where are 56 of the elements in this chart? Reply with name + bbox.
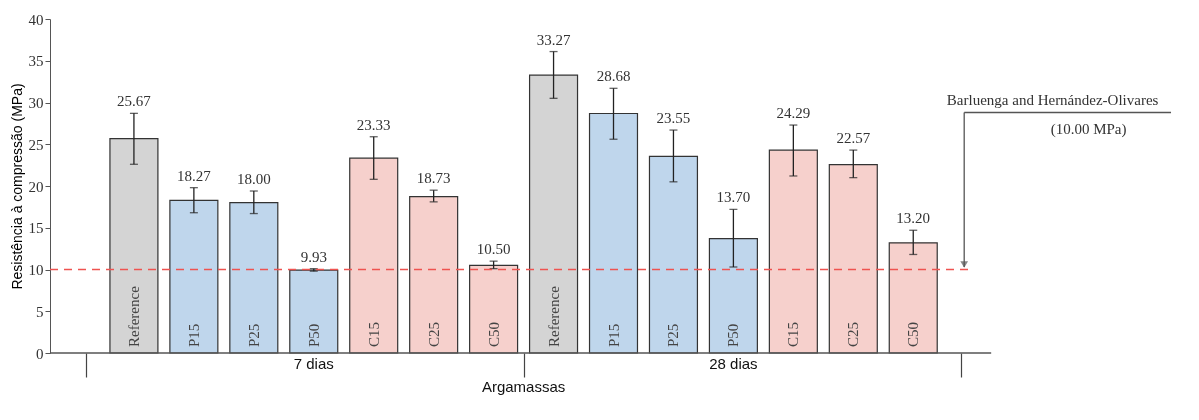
- bar: [229, 202, 279, 354]
- x-tick-label: Reference: [125, 285, 142, 347]
- data-label: 23.55: [656, 110, 691, 127]
- data-label: 25.67: [117, 93, 152, 110]
- data-label: 22.57: [836, 130, 871, 147]
- y-tick-label: 10: [28, 262, 44, 278]
- text: 7 dias: [293, 355, 334, 372]
- y-tick-label: 40: [28, 11, 44, 28]
- data-label: 28.68: [596, 68, 631, 85]
- x-tick-label: C25: [845, 321, 862, 347]
- y-tick-label: 25: [28, 136, 44, 153]
- bar: [888, 242, 938, 354]
- y-tick-label: 20: [28, 178, 44, 195]
- y-axis-title: Resistência à compressão (MPa): [8, 83, 25, 290]
- bar: [768, 149, 818, 354]
- bar: [169, 199, 219, 354]
- data-label: 23.33: [356, 116, 391, 133]
- data-label: 10.50: [476, 241, 511, 258]
- x-tick-label: P15: [185, 323, 202, 347]
- data-label: 18.27: [177, 167, 212, 184]
- y-tick-label: 35: [28, 53, 44, 70]
- bar: [349, 157, 399, 354]
- data-label: 13.20: [896, 210, 931, 227]
- data-label: 9.93: [300, 248, 327, 265]
- ref-line-label: Barluenga and Hernández-Olivares (10.00 MPa): [946, 91, 1159, 138]
- bar: [409, 196, 459, 354]
- y-tick-label: 30: [28, 95, 44, 111]
- bar: [588, 112, 639, 354]
- data-label: 24.29: [776, 105, 811, 122]
- bar: [648, 155, 699, 354]
- x-tick-label: P50: [725, 323, 742, 347]
- bar: [109, 138, 159, 354]
- x-tick-label: C15: [365, 321, 382, 347]
- x-tick-label: C50: [905, 321, 922, 347]
- y-tick-label: 15: [28, 220, 44, 237]
- data-label: 33.27: [536, 31, 571, 48]
- bar: [708, 238, 758, 354]
- x-tick-label: Reference: [545, 285, 562, 347]
- x-tick-label: P50: [305, 323, 322, 347]
- bar: [828, 163, 878, 354]
- x-axis-title: Argamassas: [481, 378, 566, 395]
- x-tick-label: P15: [605, 323, 622, 347]
- bar: [528, 74, 579, 354]
- x-tick-label: C15: [785, 321, 802, 347]
- data-label: 18.00: [236, 171, 271, 188]
- text: 28 dias: [709, 355, 758, 372]
- x-tick-label: C25: [425, 321, 442, 347]
- bar: [469, 264, 519, 354]
- bar: [289, 269, 339, 354]
- x-tick-label: P25: [245, 323, 262, 347]
- x-tick-label: P25: [665, 323, 682, 347]
- x-tick-label: C50: [485, 321, 502, 347]
- data-label: 18.73: [416, 170, 451, 187]
- data-label: 13.70: [716, 189, 751, 206]
- y-tick-label: 5: [36, 303, 44, 320]
- y-tick-label: 0: [36, 345, 44, 362]
